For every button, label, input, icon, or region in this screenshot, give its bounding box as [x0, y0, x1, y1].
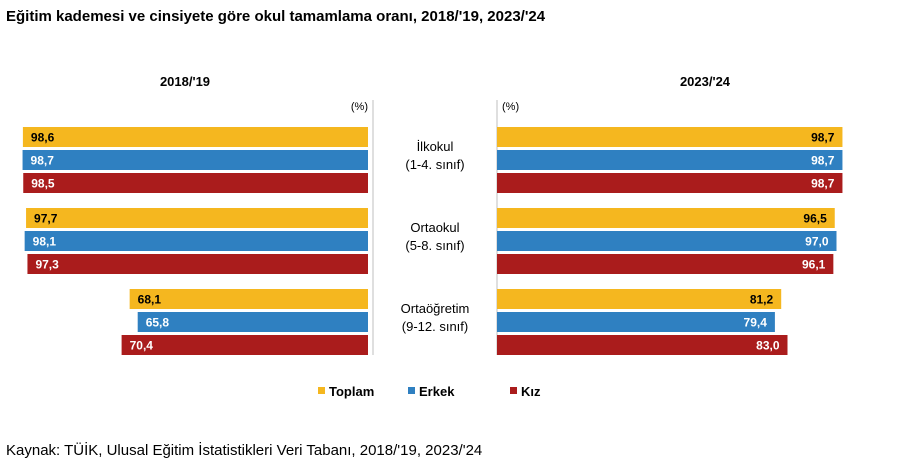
source-note: Kaynak: TÜİK, Ulusal Eğitim İstatistikle…	[6, 442, 483, 459]
legend-swatch-toplam	[318, 387, 325, 394]
category-detail-ortaokul: (5-8. sınıf)	[405, 238, 464, 253]
legend-swatch-kiz	[510, 387, 517, 394]
bar-2023-24-erkek-ortaokul	[497, 231, 837, 251]
bar-2023-24-kiz-ortaogretim	[497, 335, 788, 355]
bar-2023-24-toplam-i-lkokul-label: 98,7	[811, 131, 835, 145]
bar-2018-19-toplam-i-lkokul	[22, 127, 369, 147]
category-label-ortaokul: Ortaokul	[410, 220, 459, 235]
legend-label-erkek: Erkek	[419, 384, 455, 399]
bar-2018-19-toplam-ortaokul-label: 97,7	[34, 212, 58, 226]
chart-title: Eğitim kademesi ve cinsiyete göre okul t…	[6, 8, 546, 25]
bar-2023-24-toplam-i-lkokul	[497, 127, 843, 147]
bar-2023-24-toplam-ortaogretim-label: 81,2	[750, 293, 774, 307]
bar-2023-24-erkek-ortaogretim-label: 79,4	[744, 316, 768, 330]
category-label-ortaogretim: Ortaöğretim	[401, 301, 470, 316]
bar-2023-24-toplam-ortaokul	[497, 208, 835, 228]
bar-2018-19-erkek-ortaokul	[24, 231, 369, 251]
legend-swatch-erkek	[408, 387, 415, 394]
bar-2018-19-kiz-ortaogretim	[121, 335, 368, 355]
bar-2023-24-erkek-i-lkokul	[497, 150, 843, 170]
bar-2018-19-erkek-i-lkokul-label: 98,7	[31, 154, 55, 168]
legend-label-toplam: Toplam	[329, 384, 374, 399]
bar-2023-24-toplam-ortaogretim	[497, 289, 782, 309]
bar-2023-24-kiz-ortaokul-label: 96,1	[802, 258, 826, 272]
bar-2018-19-kiz-ortaogretim-label: 70,4	[130, 339, 154, 353]
bar-2018-19-erkek-i-lkokul	[22, 150, 369, 170]
bar-2018-19-toplam-i-lkokul-label: 98,6	[31, 131, 55, 145]
category-detail-ortaogretim: (9-12. sınıf)	[402, 319, 468, 334]
bar-2023-24-kiz-ortaogretim-label: 83,0	[756, 339, 780, 353]
bar-2023-24-erkek-i-lkokul-label: 98,7	[811, 154, 835, 168]
bar-2018-19-erkek-ortaogretim-label: 65,8	[146, 316, 170, 330]
bar-2018-19-kiz-ortaokul	[27, 254, 368, 274]
bar-2018-19-toplam-ortaogretim-label: 68,1	[138, 293, 162, 307]
legend-label-kiz: Kız	[521, 384, 541, 399]
bar-2018-19-kiz-i-lkokul	[23, 173, 368, 193]
unit-label-2023-24: (%)	[502, 101, 519, 113]
bar-2018-19-kiz-ortaokul-label: 97,3	[35, 258, 59, 272]
bar-2023-24-kiz-ortaokul	[497, 254, 834, 274]
bar-2023-24-erkek-ortaogretim	[497, 312, 775, 332]
bar-2018-19-toplam-ortaokul	[26, 208, 369, 228]
category-detail-i-lkokul: (1-4. sınıf)	[405, 157, 464, 172]
bar-2023-24-kiz-i-lkokul	[497, 173, 843, 193]
bar-2018-19-kiz-i-lkokul-label: 98,5	[31, 177, 55, 191]
bar-2018-19-erkek-ortaokul-label: 98,1	[33, 235, 57, 249]
bar-2018-19-toplam-ortaogretim	[129, 289, 368, 309]
category-label-i-lkokul: İlkokul	[417, 139, 454, 154]
panel-title-2023-24: 2023/'24	[680, 74, 731, 89]
bar-2023-24-erkek-ortaokul-label: 97,0	[805, 235, 829, 249]
bar-2023-24-kiz-i-lkokul-label: 98,7	[811, 177, 835, 191]
panel-title-2018-19: 2018/'19	[160, 74, 210, 89]
unit-label-2018-19: (%)	[351, 101, 368, 113]
bar-2018-19-erkek-ortaogretim	[137, 312, 368, 332]
bar-2023-24-toplam-ortaokul-label: 96,5	[803, 212, 827, 226]
